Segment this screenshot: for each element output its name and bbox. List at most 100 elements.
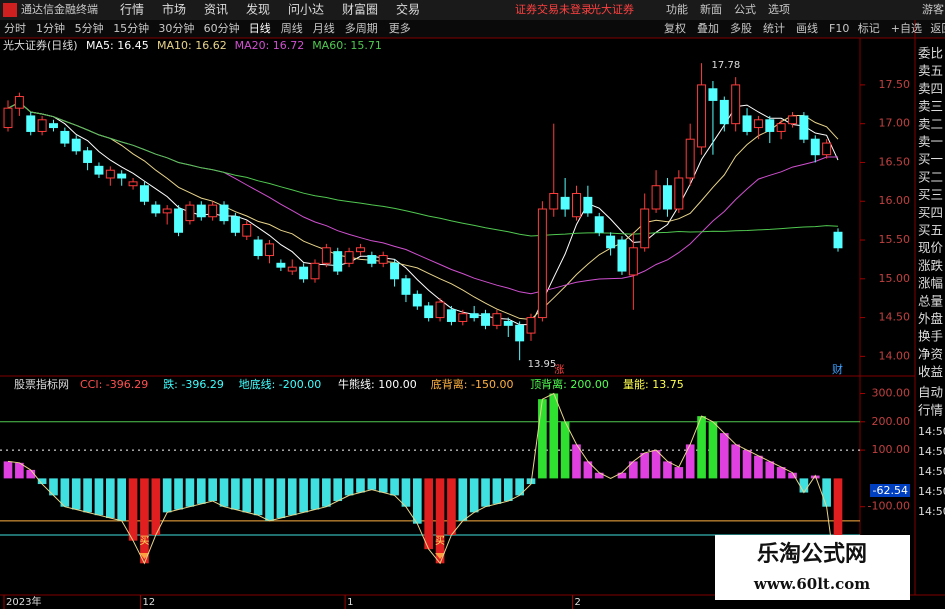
- period-button[interactable]: 分时: [4, 22, 26, 35]
- candle-body: [49, 123, 58, 129]
- quote-field: 收益: [918, 364, 943, 379]
- cci-bar: [640, 452, 650, 479]
- y-tick-label: 300.00: [872, 386, 911, 399]
- candle-body: [572, 192, 581, 218]
- period-button[interactable]: 月线: [313, 21, 335, 35]
- candle-body: [401, 278, 411, 295]
- quote-field: 现价: [918, 240, 944, 255]
- cci-bar: [674, 467, 684, 479]
- y-tick-label: 15.50: [879, 233, 911, 246]
- candle-body: [71, 138, 81, 152]
- marker-fin: 财: [832, 362, 843, 376]
- candle-body: [424, 305, 434, 319]
- indicator-field: 牛熊线: 100.00: [338, 377, 417, 391]
- tool-button[interactable]: 复权: [664, 21, 686, 35]
- cci-bar: [833, 478, 843, 591]
- cci-bar: [708, 421, 718, 479]
- cci-bar: [685, 444, 695, 479]
- menu-right[interactable]: 选项: [768, 3, 790, 16]
- cci-bar: [367, 478, 377, 490]
- cci-bar: [344, 478, 354, 496]
- user[interactable]: 游客: [922, 2, 944, 16]
- period-button[interactable]: 周线: [281, 21, 303, 35]
- candle-body: [833, 231, 843, 249]
- menu-item[interactable]: 资讯: [204, 3, 228, 17]
- candle-body: [37, 119, 47, 132]
- candle-body: [265, 243, 274, 257]
- date-label: 1: [347, 597, 353, 608]
- cci-bar: [242, 478, 252, 513]
- menu-item[interactable]: 交易: [396, 2, 420, 17]
- candle-body: [583, 196, 593, 214]
- buy-diamond: [139, 553, 150, 559]
- period-button[interactable]: 15分钟: [113, 21, 149, 35]
- menu-item[interactable]: 财富圈: [342, 2, 378, 17]
- menu-item[interactable]: 市场: [162, 2, 186, 17]
- period-button[interactable]: 更多: [389, 21, 411, 35]
- cci-bar: [151, 478, 161, 535]
- cci-bar: [356, 478, 365, 493]
- logo-icon: [3, 3, 17, 17]
- cci-bar: [378, 478, 388, 493]
- buy-diamond: [435, 553, 446, 559]
- tool-button[interactable]: 叠加: [697, 22, 719, 35]
- menu-item[interactable]: 行情: [120, 3, 144, 17]
- logo-text: 通达信金融终端: [21, 2, 98, 16]
- candle-body: [503, 320, 513, 326]
- current-box: [870, 484, 910, 497]
- menu-right[interactable]: 公式: [734, 3, 756, 16]
- candle-body: [458, 313, 468, 322]
- cci-bar: [503, 478, 513, 502]
- tool-button[interactable]: 统计: [763, 22, 785, 35]
- candle-body: [253, 239, 263, 257]
- tool-button[interactable]: +自选: [891, 22, 922, 35]
- tool-button[interactable]: 画线: [796, 21, 818, 35]
- candle-body: [151, 204, 161, 214]
- candle-body: [321, 247, 331, 264]
- cci-bar: [731, 444, 740, 479]
- period-button[interactable]: 1分钟: [36, 21, 65, 35]
- period-button[interactable]: 5分钟: [75, 21, 104, 35]
- quote-field: 总量: [918, 293, 943, 308]
- candle-body: [139, 185, 149, 202]
- candle-body: [435, 301, 445, 319]
- tool-button[interactable]: 返回: [930, 22, 945, 35]
- tool-button[interactable]: 标记: [858, 21, 880, 35]
- candle-body: [105, 169, 115, 179]
- indicator-field: CCI: -396.29: [80, 378, 148, 391]
- cci-bar: [231, 478, 240, 510]
- candle-body: [219, 204, 229, 222]
- cci-bar: [128, 478, 138, 541]
- cci-bar: [776, 467, 786, 479]
- ma-label: MA10: 16.62: [157, 39, 227, 52]
- menu-item[interactable]: 问小达: [288, 3, 324, 17]
- quote-field: 买五: [918, 223, 943, 238]
- cci-bar: [594, 472, 604, 479]
- menu-item[interactable]: 发现: [246, 2, 270, 17]
- cci-bar: [697, 416, 706, 479]
- ma-line: [7, 101, 839, 237]
- candle-body: [662, 185, 672, 210]
- buy-label: 买: [139, 535, 149, 547]
- cci-bar: [572, 444, 581, 479]
- cci-bar: [265, 478, 274, 521]
- candle-body: [287, 266, 297, 272]
- candle-body: [537, 208, 547, 319]
- time-label: 14:50: [918, 485, 945, 498]
- indicator-field: 底背离: -150.00: [431, 377, 514, 391]
- period-button[interactable]: 60分钟: [204, 21, 240, 35]
- tool-button[interactable]: F10: [829, 22, 849, 35]
- cci-bar: [719, 433, 729, 479]
- period-button[interactable]: 多周期: [345, 21, 378, 35]
- toolbar: [0, 20, 945, 38]
- period-button[interactable]: 日线: [249, 21, 271, 35]
- tool-button[interactable]: 多股: [730, 21, 752, 35]
- menu-right[interactable]: 功能: [666, 2, 688, 16]
- candle-body: [276, 262, 286, 268]
- indicator-field: 顶背离: 200.00: [530, 377, 609, 391]
- date-label: 2: [574, 597, 580, 608]
- menu-right[interactable]: 新面: [700, 2, 722, 16]
- cci-bar: [333, 478, 343, 502]
- period-button[interactable]: 30分钟: [158, 21, 194, 35]
